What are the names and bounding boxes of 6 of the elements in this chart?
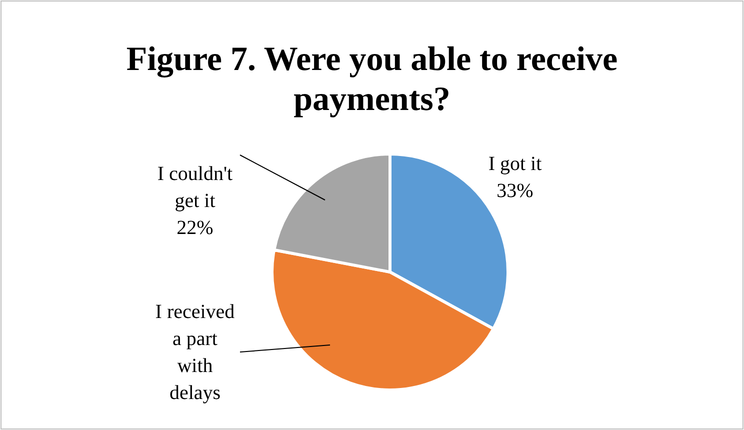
data-label: 33% bbox=[496, 180, 534, 202]
slice-label: I received a part with delays bbox=[155, 301, 235, 404]
slice-label: I couldn't get it bbox=[157, 163, 234, 212]
slice-label: I got it bbox=[488, 153, 542, 175]
chart-title: Figure 7. Were you able to receive payments? bbox=[126, 41, 618, 118]
data-label: 22% bbox=[176, 217, 214, 239]
